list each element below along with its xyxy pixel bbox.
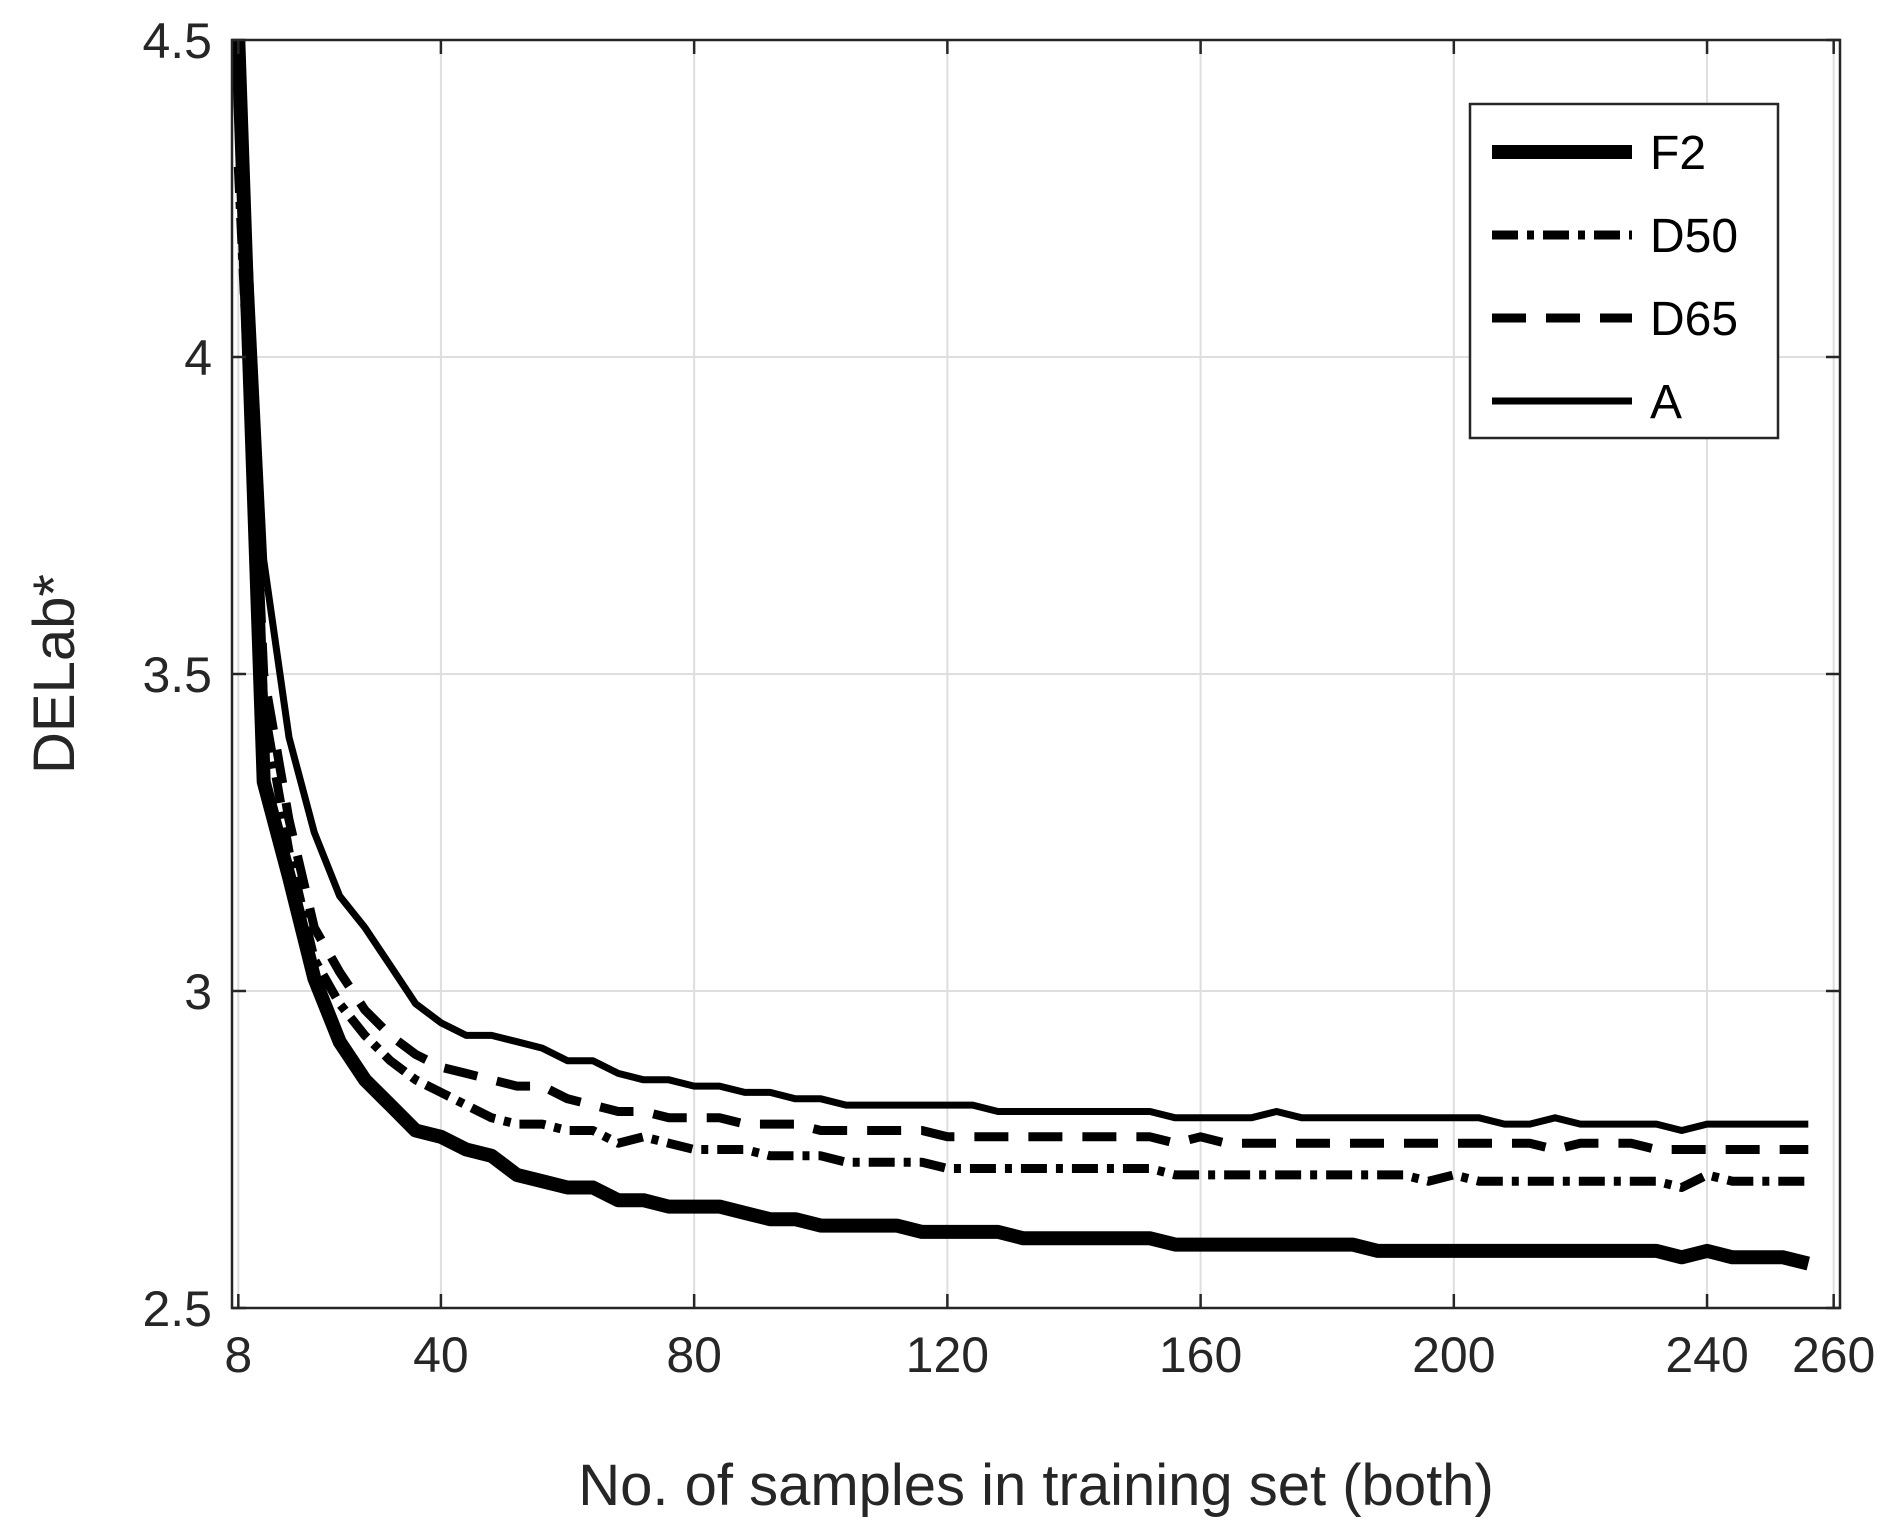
y-tick-label: 3 [184,964,212,1020]
legend: F2 D50 D65 A [1468,102,1780,440]
series-lines [232,40,1810,1271]
y-tick-label: 4 [184,330,212,386]
y-tick-label: 3.5 [142,647,212,703]
x-tick-label: 260 [1792,1327,1875,1383]
y-tick-label: 2.5 [142,1281,212,1337]
x-tick-label: 160 [1159,1327,1242,1383]
y-tick-label: 4.5 [142,13,212,69]
x-tick-label: 8 [224,1327,252,1383]
series-line-a [234,40,1809,1134]
x-axis-title: No. of samples in training set (both) [578,1453,1494,1518]
x-tick-label: 200 [1412,1327,1495,1383]
legend-label-a: A [1650,376,1682,429]
x-tick-label: 40 [413,1327,469,1383]
x-tick-label: 120 [906,1327,989,1383]
legend-label-d50: D50 [1650,210,1738,263]
y-axis-title: DELab* [22,574,87,774]
legend-label-d65: D65 [1650,293,1738,346]
x-tick-label: 240 [1665,1327,1748,1383]
legend-box [1468,102,1780,440]
x-tick-label: 80 [666,1327,722,1383]
series-line-d65 [233,103,1809,1154]
series-line-f2 [232,40,1810,1271]
tick-labels: 8 40 80 120 160 200 240 260 2.5 3 3.5 4 4.5 [142,13,1875,1383]
legend-label-f2: F2 [1650,127,1706,180]
series-line-d50 [233,166,1809,1192]
axis-ticks [232,38,1840,1310]
